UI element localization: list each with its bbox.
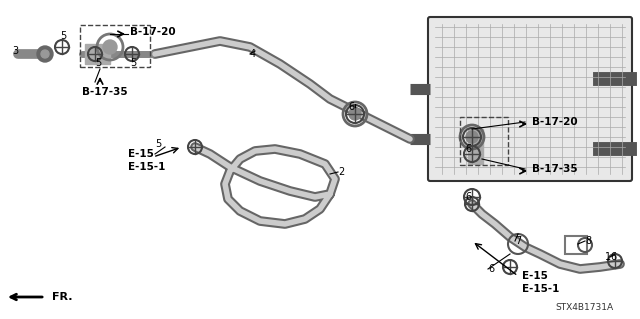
Text: 6: 6 (348, 102, 354, 112)
Text: 7: 7 (515, 236, 521, 246)
Bar (80, 25, 150, 67)
Text: 6: 6 (465, 192, 471, 202)
Bar (460, 117, 508, 165)
Text: E-15-1: E-15-1 (522, 284, 559, 294)
Text: 6: 6 (465, 144, 471, 154)
Bar (85, 44, 110, 64)
Text: E-15: E-15 (522, 271, 548, 281)
Circle shape (37, 46, 53, 62)
Text: 2: 2 (338, 167, 344, 177)
Text: B-17-35: B-17-35 (532, 164, 578, 174)
Circle shape (466, 131, 478, 143)
Text: FR.: FR. (52, 292, 72, 302)
Text: 5: 5 (130, 58, 136, 68)
Text: B-17-20: B-17-20 (532, 117, 578, 127)
Text: 6: 6 (488, 264, 494, 274)
FancyBboxPatch shape (428, 17, 632, 181)
Text: B-17-20: B-17-20 (130, 27, 175, 37)
Text: 1: 1 (605, 252, 611, 262)
Circle shape (41, 50, 49, 58)
Text: B-17-35: B-17-35 (82, 87, 127, 97)
Text: 5: 5 (60, 31, 67, 41)
Text: E-15: E-15 (128, 149, 154, 159)
Text: E-15-1: E-15-1 (128, 162, 165, 172)
Text: 5: 5 (155, 139, 161, 149)
Circle shape (349, 108, 361, 120)
Circle shape (103, 40, 117, 54)
Text: STX4B1731A: STX4B1731A (555, 302, 613, 311)
Bar (565, 236, 587, 254)
Bar (468, 129, 483, 164)
Text: 6: 6 (610, 252, 616, 262)
Text: 3: 3 (12, 46, 18, 56)
Text: 4: 4 (250, 49, 256, 59)
Text: 5: 5 (95, 58, 101, 68)
Text: 8: 8 (585, 236, 591, 246)
